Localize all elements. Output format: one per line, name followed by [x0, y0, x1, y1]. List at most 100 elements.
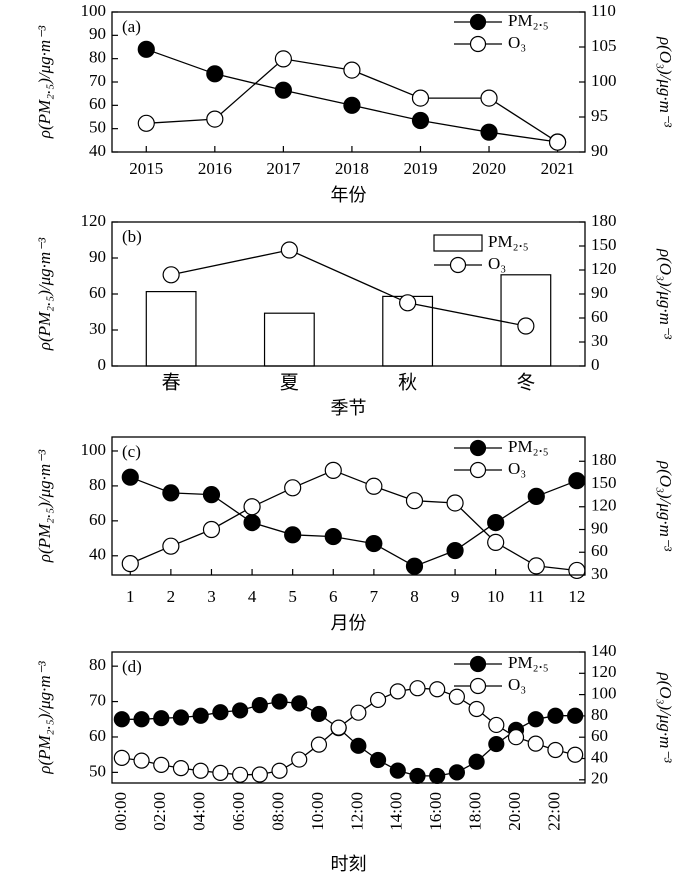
marker — [527, 735, 544, 752]
x-tick-label: 04:00 — [190, 792, 209, 831]
y-tick-label: 40 — [89, 141, 106, 160]
marker — [243, 498, 261, 516]
legend-label: PM₂.₅ — [508, 437, 549, 456]
marker — [162, 537, 180, 555]
x-tick-label: 18:00 — [466, 792, 485, 831]
marker — [527, 487, 545, 505]
x-axis-label: 年份 — [331, 185, 367, 205]
marker — [507, 729, 525, 746]
marker — [365, 477, 383, 495]
y2-tick-label: 150 — [591, 235, 617, 254]
x-tick-label: 2018 — [335, 159, 369, 178]
x-tick-label: 2016 — [198, 159, 232, 178]
y2-tick-label: 90 — [591, 518, 608, 537]
plot-frame — [111, 221, 586, 367]
marker — [527, 711, 544, 728]
y2-tick-label: 0 — [591, 355, 600, 374]
x-tick-label: 6 — [329, 587, 338, 606]
y2-tick-label: 90 — [591, 141, 608, 160]
y2-tick-label: 30 — [591, 331, 608, 350]
marker — [284, 526, 302, 544]
marker — [343, 61, 361, 79]
marker — [568, 561, 586, 580]
marker — [405, 557, 424, 575]
y2-tick-label: 60 — [591, 307, 608, 326]
marker — [487, 533, 505, 551]
y-tick-label: 50 — [89, 761, 106, 780]
marker — [251, 766, 268, 783]
y2-axis-label: ρ(O₃)/μg·m⁻³ — [656, 460, 675, 552]
series-line — [121, 687, 576, 776]
marker — [369, 691, 387, 709]
y-tick-label: 60 — [89, 94, 106, 113]
series-line — [130, 476, 578, 568]
y-tick-label: 90 — [89, 24, 106, 43]
y2-tick-label: 95 — [591, 106, 608, 125]
marker — [448, 688, 465, 705]
marker — [480, 123, 498, 141]
marker — [429, 767, 446, 785]
y-tick-label: 100 — [81, 1, 107, 20]
marker — [324, 461, 342, 479]
y-tick-label: 40 — [89, 545, 106, 564]
marker — [172, 759, 190, 777]
y-tick-label: 100 — [81, 440, 107, 459]
marker — [488, 735, 505, 753]
marker — [162, 484, 180, 502]
y-tick-label: 70 — [89, 690, 106, 709]
y-tick-label: 60 — [89, 283, 106, 302]
legend-label: O₃ — [508, 459, 526, 478]
marker — [280, 241, 298, 259]
y-axis-label: ρ(PM₂.₅)/μg·m⁻³ — [35, 25, 54, 139]
y-tick-label: 120 — [81, 211, 107, 230]
marker — [192, 762, 209, 779]
legend-marker — [469, 655, 487, 673]
y-tick-label: 90 — [89, 247, 106, 266]
panel-label: (c) — [122, 442, 141, 461]
y-tick-label: 60 — [89, 510, 106, 529]
marker — [212, 704, 229, 721]
marker — [330, 719, 347, 736]
marker — [271, 762, 288, 779]
marker — [291, 695, 308, 712]
marker — [113, 749, 130, 766]
marker — [350, 704, 367, 721]
marker — [411, 89, 430, 107]
marker — [468, 700, 485, 718]
x-axis-label: 月份 — [331, 613, 367, 633]
y2-axis-label: ρ(O₃)/μg·m⁻³ — [656, 671, 675, 763]
y-tick-label: 60 — [89, 726, 106, 745]
bar — [263, 312, 315, 367]
y2-tick-label: 20 — [591, 769, 608, 788]
x-tick-label: 10 — [487, 587, 504, 606]
legend-swatch — [433, 234, 483, 252]
marker — [121, 555, 139, 573]
panel-label: (b) — [122, 227, 142, 246]
panel-label: (a) — [122, 17, 141, 36]
bar — [145, 291, 197, 367]
y2-axis-label: ρ(O₃)/μg·m⁻³ — [656, 36, 675, 128]
marker — [548, 133, 567, 151]
marker — [284, 479, 302, 497]
x-tick-label: 2017 — [266, 159, 301, 178]
x-tick-label: 00:00 — [111, 792, 130, 831]
marker — [153, 710, 170, 727]
marker — [172, 709, 190, 726]
x-tick-label: 06:00 — [229, 792, 248, 831]
marker — [202, 486, 221, 504]
marker — [389, 762, 406, 779]
y2-tick-label: 60 — [591, 726, 608, 745]
y-axis-label: ρ(PM₂.₅)/μg·m⁻³ — [35, 449, 54, 563]
x-tick-label: 1 — [126, 587, 135, 606]
y2-tick-label: 120 — [591, 496, 617, 515]
y-tick-label: 80 — [89, 475, 106, 494]
x-tick-label: 02:00 — [150, 792, 169, 831]
marker — [350, 737, 367, 754]
marker — [446, 494, 464, 512]
plot-frame — [111, 651, 586, 784]
y-axis-label: ρ(PM₂.₅)/μg·m⁻³ — [35, 660, 54, 774]
x-tick-label: 冬 — [516, 371, 535, 393]
marker — [232, 766, 249, 783]
marker — [365, 534, 383, 553]
